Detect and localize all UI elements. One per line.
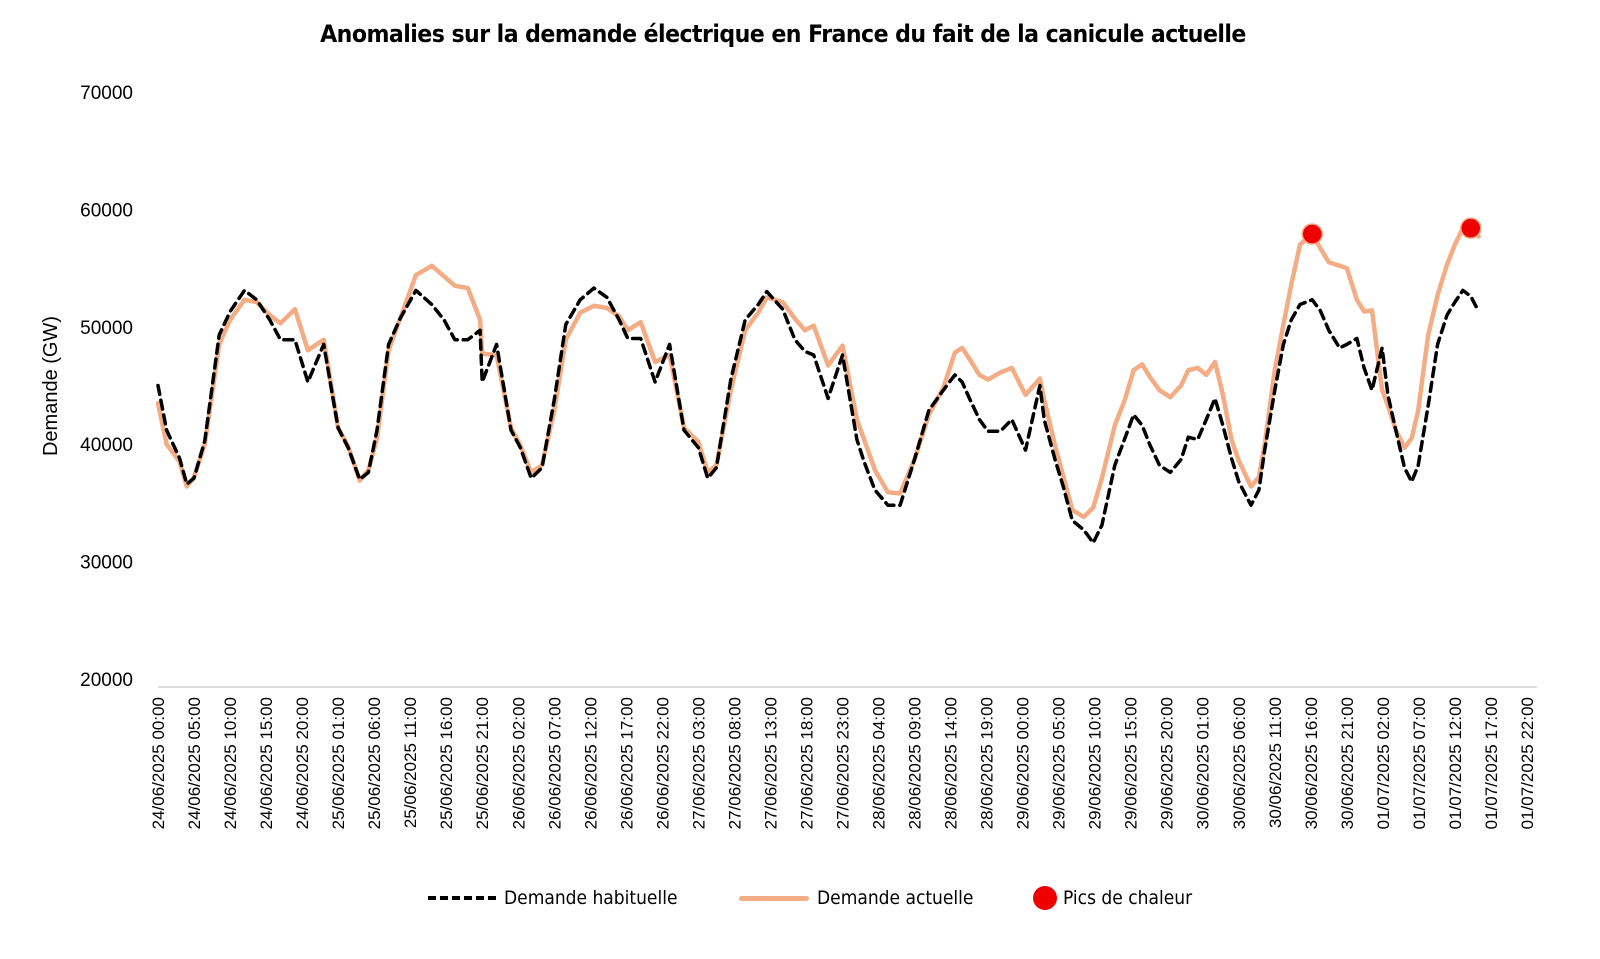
x-tick-label: 28/06/2025 14:00 <box>942 697 961 829</box>
x-tick-label: 01/07/2025 07:00 <box>1410 697 1429 829</box>
x-tick-label: 26/06/2025 17:00 <box>617 697 636 829</box>
x-tick-label: 27/06/2025 03:00 <box>689 697 708 829</box>
x-tick-label: 26/06/2025 12:00 <box>581 697 600 829</box>
y-tick-label: 20000 <box>80 670 133 691</box>
x-tick-label: 30/06/2025 06:00 <box>1230 697 1249 829</box>
x-tick-label: 26/06/2025 07:00 <box>545 697 564 829</box>
x-tick-label: 29/06/2025 15:00 <box>1122 697 1141 829</box>
legend-label: Demande habituelle <box>504 887 678 909</box>
x-tick-label: 30/06/2025 16:00 <box>1302 697 1321 829</box>
legend-item-habituelle[interactable]: Demande habituelle <box>428 887 697 909</box>
x-tick-label: 27/06/2025 18:00 <box>797 697 816 829</box>
legend: Demande habituelle Demande actuelle Pics… <box>428 886 1248 910</box>
x-tick-label: 30/06/2025 21:00 <box>1338 697 1357 829</box>
dashed-line-icon <box>428 896 496 900</box>
legend-label: Demande actuelle <box>816 887 974 909</box>
x-tick-label: 27/06/2025 08:00 <box>725 697 744 829</box>
y-axis-label: Demande (GW) <box>40 316 62 456</box>
legend-item-pics[interactable]: Pics de chaleur <box>1032 886 1206 910</box>
x-tick-label: 25/06/2025 11:00 <box>401 697 420 828</box>
x-tick-label: 25/06/2025 01:00 <box>329 697 348 829</box>
x-tick-label: 27/06/2025 23:00 <box>833 697 852 829</box>
y-tick-label: 30000 <box>80 553 133 574</box>
x-tick-label: 25/06/2025 06:00 <box>365 697 384 829</box>
x-tick-label: 24/06/2025 20:00 <box>293 697 312 829</box>
red-dot-icon <box>1032 886 1057 910</box>
x-tick-label: 01/07/2025 02:00 <box>1374 697 1393 829</box>
x-tick-label: 01/07/2025 22:00 <box>1518 697 1537 829</box>
solid-line-icon <box>738 895 809 901</box>
x-tick-label: 26/06/2025 22:00 <box>653 697 672 829</box>
x-tick-label: 30/06/2025 11:00 <box>1266 697 1285 828</box>
x-tick-label: 25/06/2025 16:00 <box>437 697 456 829</box>
x-tick-label: 29/06/2025 20:00 <box>1158 697 1177 829</box>
y-tick-label: 60000 <box>80 200 133 221</box>
series-line-habituelle <box>156 286 1481 545</box>
x-tick-label: 24/06/2025 05:00 <box>185 697 204 829</box>
legend-item-actuelle[interactable]: Demande actuelle <box>738 887 991 909</box>
x-axis: 24/06/2025 00:00 24/06/2025 05:00 24/06/20… <box>149 697 1537 829</box>
y-tick-label: 50000 <box>80 318 133 339</box>
x-tick-label: 01/07/2025 17:00 <box>1482 697 1501 829</box>
x-tick-label: 25/06/2025 21:00 <box>473 697 492 829</box>
x-tick-label: 29/06/2025 05:00 <box>1050 697 1069 829</box>
x-tick-label: 26/06/2025 02:00 <box>509 697 528 829</box>
x-tick-label: 28/06/2025 04:00 <box>870 697 889 829</box>
series-layer <box>155 217 1482 545</box>
y-axis: 70000 60000 50000 40000 30000 20000 <box>80 83 133 691</box>
x-tick-label: 01/07/2025 12:00 <box>1446 697 1465 829</box>
x-tick-label: 29/06/2025 00:00 <box>1014 697 1033 829</box>
heat-peak-marker[interactable] <box>1460 217 1482 239</box>
x-tick-label: 24/06/2025 15:00 <box>257 697 276 829</box>
chart-title: Anomalies sur la demande électrique en F… <box>320 20 1246 48</box>
x-tick-label: 30/06/2025 01:00 <box>1194 697 1213 829</box>
y-tick-label: 40000 <box>80 435 133 456</box>
x-tick-label: 24/06/2025 10:00 <box>221 697 240 829</box>
x-tick-label: 24/06/2025 00:00 <box>149 697 168 829</box>
heat-peak-marker[interactable] <box>1301 223 1323 245</box>
legend-label: Pics de chaleur <box>1062 887 1192 909</box>
line-chart: 70000 60000 50000 40000 30000 20000 Demande (… <box>40 83 1537 829</box>
x-tick-label: 27/06/2025 13:00 <box>761 697 780 829</box>
y-tick-label: 70000 <box>80 83 133 104</box>
x-tick-label: 28/06/2025 19:00 <box>978 697 997 829</box>
x-tick-label: 28/06/2025 09:00 <box>906 697 925 829</box>
x-tick-label: 29/06/2025 10:00 <box>1086 697 1105 829</box>
